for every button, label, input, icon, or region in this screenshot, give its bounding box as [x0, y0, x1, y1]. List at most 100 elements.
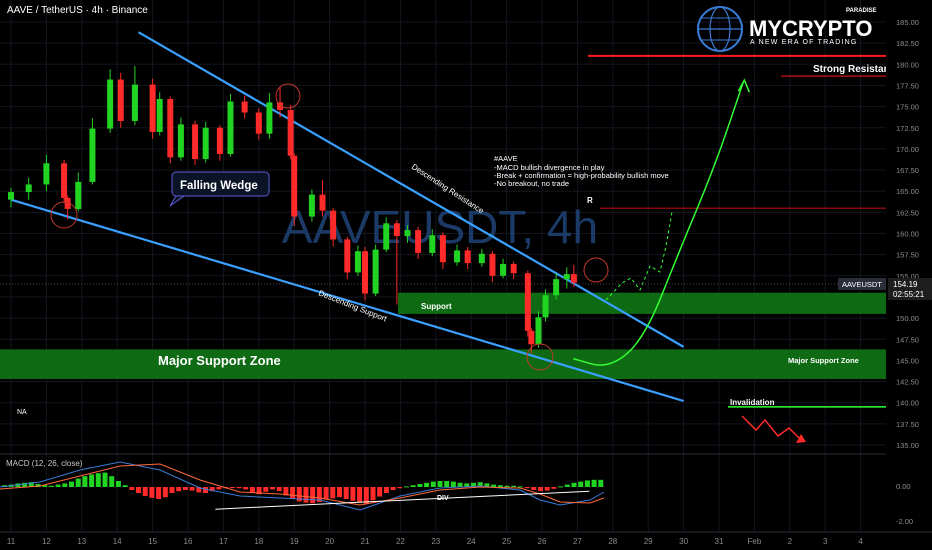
price-axis[interactable]: 185.00 182.50 180.00 177.50 175.00 172.50 170.… — [886, 0, 932, 550]
macd-bar — [584, 480, 590, 487]
macd-bar — [162, 487, 168, 498]
candle-bear — [117, 79, 124, 121]
macd-bar — [497, 485, 503, 487]
candle-bear — [291, 155, 298, 217]
macd-bar — [270, 487, 275, 490]
macd-label: MACD (12, 26, close) — [6, 459, 83, 468]
candle-bear — [149, 84, 156, 132]
falling-wedge-callout: Falling Wedge — [169, 171, 270, 207]
macd-bar — [22, 482, 28, 487]
divergence-line — [215, 490, 590, 510]
price-tick: 142.50 — [896, 378, 919, 387]
macd-bar — [471, 482, 476, 487]
level-lines — [588, 54, 886, 408]
candle-bear — [415, 230, 422, 253]
candle-bear — [192, 124, 199, 160]
time-tick: 4 — [858, 537, 863, 546]
macd-bar — [377, 487, 383, 497]
price-tick: 145.00 — [896, 356, 919, 365]
macd-bar — [89, 474, 95, 487]
logo-name: MYCRYPTO — [749, 16, 872, 41]
descending-support-line — [10, 198, 684, 403]
macd-bar — [42, 485, 48, 487]
macd-bar — [430, 481, 436, 487]
candle-bear — [255, 112, 262, 134]
time-tick: 17 — [219, 537, 228, 546]
candle-bear — [241, 101, 248, 113]
macd-bar — [404, 486, 409, 488]
time-tick: 23 — [431, 537, 440, 546]
macd-bar — [136, 487, 141, 493]
candle-bull — [354, 251, 361, 273]
candle-bull — [131, 84, 138, 121]
macd-bar — [28, 482, 34, 487]
projection-arrowhead — [737, 78, 751, 93]
macd-line — [0, 461, 605, 511]
time-tick: 15 — [148, 537, 157, 546]
macd-bar — [82, 476, 88, 487]
touch-circle-right — [583, 257, 609, 283]
touch-circle-bottom — [526, 343, 554, 371]
div-label: DIV — [437, 495, 449, 502]
candle-bear — [344, 239, 351, 273]
time-tick: 28 — [608, 537, 617, 546]
time-tick: 20 — [325, 537, 334, 546]
macd-bar — [149, 487, 155, 498]
macd-bar — [444, 481, 450, 487]
candle-bull — [535, 317, 542, 345]
time-tick: 31 — [715, 537, 724, 546]
candle-bear — [362, 251, 368, 294]
note-line: -No breakout, no trade — [494, 179, 569, 188]
macd-axis[interactable]: 0.00 -2.00 — [896, 482, 913, 526]
invalidation-label: Invalidation — [730, 398, 775, 407]
macd-bar — [209, 487, 215, 492]
price-tick: 155.00 — [896, 272, 919, 281]
price-tick: 157.50 — [896, 251, 919, 260]
invalidation-zigzag — [741, 415, 802, 441]
macd-bar — [591, 479, 597, 487]
macd-bar — [437, 481, 443, 487]
r-label: R — [587, 196, 593, 205]
candle-bull — [177, 124, 184, 158]
time-tick: Feb — [748, 537, 762, 546]
time-tick: 11 — [7, 537, 16, 546]
support-zones — [0, 292, 886, 380]
price-tick: 172.50 — [896, 124, 919, 133]
invalidation-arrowhead — [796, 434, 806, 443]
macd-bar — [417, 484, 423, 487]
signal-line — [0, 463, 605, 506]
candle-bear — [277, 102, 284, 110]
trendlines — [10, 31, 685, 403]
note-line: -Break + confirmation = high-probability… — [494, 171, 669, 180]
candle-bull — [478, 253, 485, 264]
price-countdown: 02:55:21 — [893, 290, 925, 299]
time-axis[interactable]: 11 12 13 14 15 16 17 18 19 20 21 22 23 24 25 26 27 28 29 30… — [0, 531, 932, 550]
macd-bar — [296, 487, 302, 502]
note-line: -MACD bullish divergence in play — [494, 163, 605, 172]
macd-bar — [424, 482, 430, 487]
macd-bar — [517, 486, 523, 488]
projection-arrow — [573, 78, 751, 366]
macd-bar — [169, 487, 175, 493]
candle-bear — [216, 127, 223, 154]
price-tick: 167.50 — [896, 166, 919, 175]
macd-bar — [55, 484, 61, 487]
falling-wedge-label: Falling Wedge — [180, 180, 258, 192]
macd-bar — [551, 487, 557, 489]
macd-bar — [316, 487, 322, 502]
major-support-label: Major Support Zone — [158, 353, 281, 368]
macd-bar — [491, 484, 497, 487]
time-tick: 18 — [254, 537, 263, 546]
price-tick: 170.00 — [896, 145, 919, 154]
candle-bull — [8, 192, 14, 200]
time-tick: 12 — [42, 537, 51, 546]
macd-bar — [370, 487, 376, 501]
macd-bar — [397, 487, 403, 489]
price-tick: 162.50 — [896, 208, 919, 217]
candle-bull — [227, 101, 234, 154]
candle-bear — [524, 273, 531, 331]
major-support-zone — [0, 349, 886, 380]
macd-bar — [457, 482, 463, 487]
candle-bear — [330, 210, 337, 240]
